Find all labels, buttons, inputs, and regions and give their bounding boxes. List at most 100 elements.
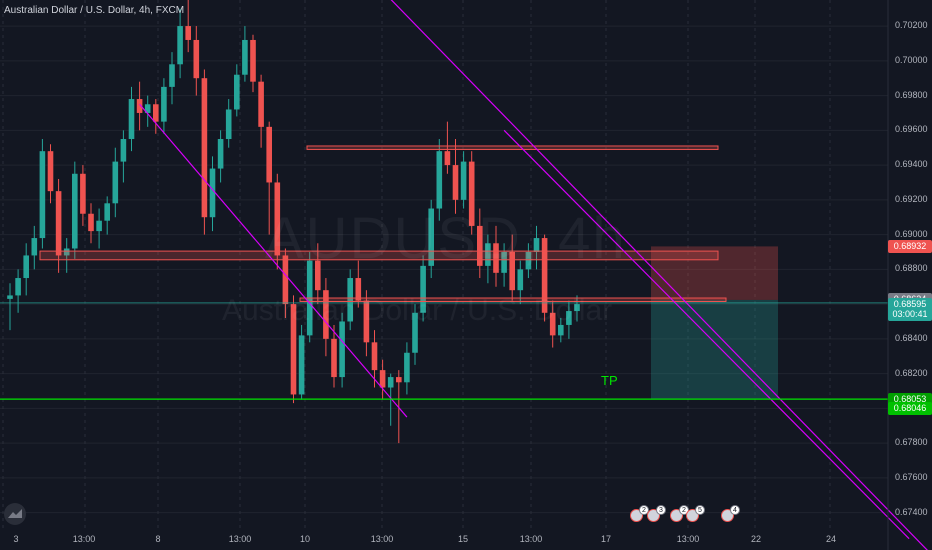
candle-body — [80, 173, 86, 214]
economic-event-marker[interactable]: 2 — [630, 505, 649, 522]
candle-70 — [574, 295, 580, 322]
candle-body — [250, 39, 256, 82]
time-tick: 13:00 — [72, 534, 96, 544]
candle-body — [428, 208, 434, 266]
candle-25 — [209, 156, 216, 232]
watermark-name: Australian Dollar / U.S. Dollar — [222, 294, 613, 327]
candle-body — [436, 151, 443, 209]
price-label: 0.68046 — [888, 402, 932, 416]
candle-body — [323, 290, 329, 339]
candle-19 — [161, 78, 167, 134]
event-count-badge: 3 — [656, 505, 666, 515]
candle-body — [112, 161, 119, 204]
channel-line-1 — [390, 0, 928, 550]
candle-body — [23, 255, 29, 279]
candle-27 — [225, 99, 232, 148]
candle-53 — [436, 139, 443, 221]
candle-60 — [493, 225, 499, 287]
candle-33 — [274, 173, 281, 270]
candle-body — [7, 295, 13, 299]
price-tick: 0.68800 — [895, 263, 928, 274]
candle-14 — [120, 130, 127, 183]
candle-body — [274, 182, 281, 256]
candle-15 — [128, 86, 135, 152]
candle-69 — [566, 300, 572, 339]
candle-body — [88, 213, 94, 232]
tp-label: TP — [601, 373, 618, 388]
economic-event-marker[interactable]: 5 — [686, 505, 705, 522]
economic-event-marker[interactable]: 4 — [721, 505, 740, 522]
candle-body — [363, 300, 370, 343]
candle-body — [225, 109, 232, 140]
price-label: 0.68932 — [888, 239, 932, 253]
candle-55 — [452, 139, 459, 214]
candle-body — [339, 321, 345, 378]
time-tick: 13:00 — [370, 534, 394, 544]
price-tick: 0.67600 — [895, 471, 928, 482]
candle-0 — [7, 283, 13, 331]
candle-body — [266, 126, 272, 183]
candle-body — [234, 74, 240, 110]
candle-28 — [234, 64, 240, 117]
economic-event-marker[interactable]: 3 — [647, 505, 666, 522]
candle-body — [477, 225, 483, 266]
candle-body — [31, 238, 38, 256]
time-tick: 17 — [600, 534, 612, 544]
candle-body — [193, 39, 200, 79]
candle-body — [282, 255, 289, 305]
candle-body — [485, 243, 491, 266]
candle-43 — [355, 260, 362, 308]
candle-6 — [55, 178, 62, 273]
candle-body — [444, 151, 451, 166]
candle-body — [242, 39, 248, 75]
price-tick: 0.69600 — [895, 124, 928, 135]
candle-36 — [298, 324, 305, 400]
candle-24 — [201, 69, 208, 235]
candle-5 — [47, 144, 54, 204]
candle-body — [15, 278, 21, 296]
time-tick: 13:00 — [676, 534, 700, 544]
price-label: 03:00:41 — [888, 308, 932, 322]
candle-62 — [509, 234, 515, 301]
candle-13 — [112, 147, 119, 218]
candle-body — [574, 304, 580, 312]
candle-body — [39, 151, 46, 239]
price-tick: 0.67800 — [895, 437, 928, 448]
candle-21 — [177, 8, 183, 79]
candle-body — [258, 81, 264, 127]
candle-54 — [444, 121, 451, 174]
candle-body — [120, 139, 127, 162]
chart-settings-icon[interactable] — [4, 503, 26, 525]
candle-body — [493, 243, 499, 273]
time-tick: 22 — [750, 534, 762, 544]
candle-42 — [347, 269, 353, 331]
candle-body — [209, 168, 216, 218]
price-tick: 0.68400 — [895, 332, 928, 343]
candle-body — [96, 220, 102, 232]
candle-4 — [39, 139, 46, 249]
candle-body — [517, 269, 524, 291]
candle-3 — [31, 225, 38, 270]
candle-32 — [266, 121, 272, 235]
economic-event-marker[interactable]: 2 — [670, 505, 689, 522]
candle-body — [501, 251, 507, 273]
candle-20 — [169, 52, 175, 105]
channel-line-0 — [139, 103, 408, 418]
candle-22 — [185, 0, 191, 53]
candle-body — [47, 151, 54, 192]
candle-8 — [72, 161, 78, 259]
candle-7 — [63, 238, 70, 273]
watermark-symbol: AUDUSD, 4h — [265, 206, 627, 271]
time-tick: 15 — [457, 534, 469, 544]
candle-30 — [250, 34, 256, 93]
candle-11 — [96, 208, 102, 249]
candle-body — [525, 251, 532, 270]
event-count-badge: 5 — [695, 505, 705, 515]
candle-58 — [477, 208, 483, 279]
candle-body — [315, 260, 321, 291]
candle-59 — [485, 234, 491, 284]
candle-body — [371, 342, 378, 371]
